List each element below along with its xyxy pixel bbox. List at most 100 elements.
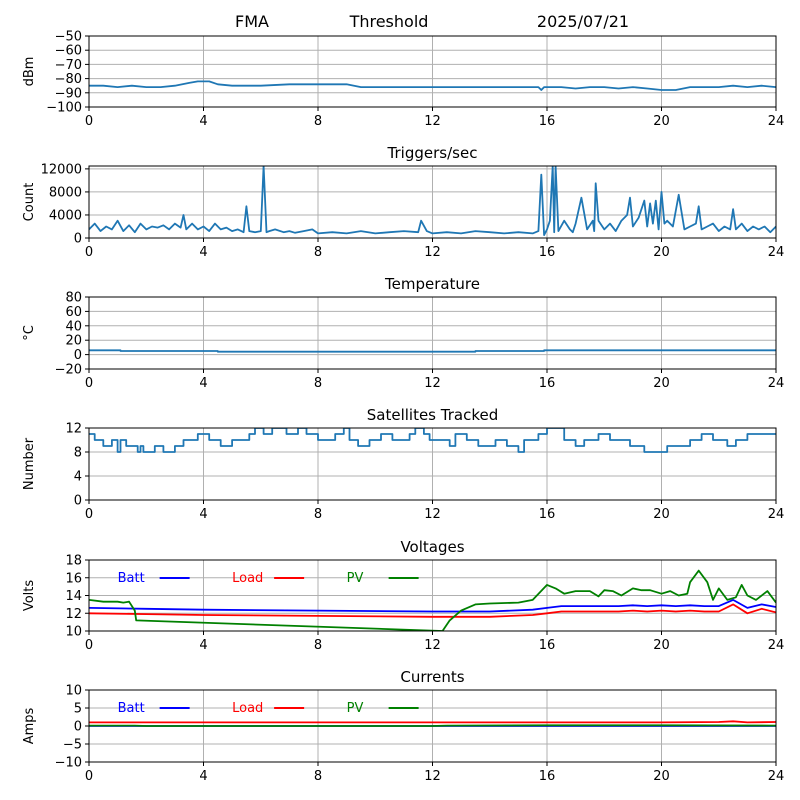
panel-title: Triggers/sec (387, 144, 478, 162)
x-tick-label: 20 (653, 769, 670, 784)
x-tick-label: 4 (199, 638, 207, 653)
y-axis-label: Count (22, 183, 37, 222)
series-line-pv (89, 569, 776, 631)
x-tick-label: 12 (424, 507, 441, 522)
y-axis-label: °C (22, 325, 37, 341)
y-tick-label: 80 (65, 291, 82, 306)
y-tick-label: −70 (55, 58, 82, 73)
chart-panel-3: 0 4 8 12 16 20 24 0 4 8 12 Satellites Tracked Number (22, 406, 784, 522)
y-tick-label: 40 (65, 319, 82, 334)
y-tick-label: 12000 (41, 162, 82, 177)
chart-panel-4: 0 4 8 12 16 20 24 10 12 14 16 18 Voltages Volts Batt Lo… (22, 538, 784, 653)
y-tick-label: 10 (65, 684, 82, 699)
y-axis-label: Amps (22, 707, 37, 744)
y-tick-label: 0 (74, 348, 82, 363)
x-tick-label: 20 (653, 638, 670, 653)
legend-label-load: Load (232, 571, 263, 586)
y-tick-label: 14 (65, 589, 82, 604)
x-tick-label: 24 (768, 769, 785, 784)
x-tick-label: 24 (768, 245, 785, 260)
panel-title: Temperature (384, 275, 480, 293)
x-tick-label: 20 (653, 376, 670, 391)
x-tick-label: 4 (199, 114, 207, 129)
x-tick-label: 16 (539, 376, 556, 391)
x-tick-label: 8 (314, 507, 322, 522)
series-line-0 (89, 428, 776, 453)
panel-title: Currents (400, 668, 464, 686)
y-tick-label: −20 (55, 363, 82, 378)
y-tick-label: 18 (65, 554, 82, 569)
y-tick-label: 4 (74, 470, 82, 485)
x-tick-label: 12 (424, 114, 441, 129)
x-tick-label: 8 (314, 376, 322, 391)
x-tick-label: 20 (653, 507, 670, 522)
x-tick-label: 16 (539, 769, 556, 784)
series-line-0 (89, 166, 776, 237)
y-tick-label: 0 (74, 232, 82, 247)
x-tick-label: 0 (85, 638, 93, 653)
series-line-0 (89, 349, 776, 353)
x-tick-label: 12 (424, 769, 441, 784)
y-tick-label: −100 (46, 101, 82, 116)
y-tick-label: −50 (55, 30, 82, 45)
x-tick-label: 20 (653, 245, 670, 260)
y-axis-label: Volts (22, 580, 37, 612)
y-tick-label: −60 (55, 44, 82, 59)
x-tick-label: 16 (539, 638, 556, 653)
y-tick-label: 12 (65, 607, 82, 622)
legend-label-batt: Batt (118, 571, 145, 586)
panel-title: Satellites Tracked (367, 406, 498, 424)
y-tick-label: 8 (74, 446, 82, 461)
series-line-0 (89, 80, 776, 91)
x-tick-label: 8 (314, 114, 322, 129)
y-tick-label: 12 (65, 422, 82, 437)
y-tick-label: 20 (65, 334, 82, 349)
y-tick-label: 16 (65, 571, 82, 586)
y-tick-label: 0 (74, 494, 82, 509)
x-tick-label: 12 (424, 245, 441, 260)
x-tick-label: 0 (85, 507, 93, 522)
x-tick-label: 4 (199, 245, 207, 260)
header-date: 2025/07/21 (537, 12, 629, 31)
series-line-load (89, 720, 776, 724)
series-line-load (89, 603, 776, 618)
chart-panel-5: 0 4 8 12 16 20 24 −10 −5 0 5 10 Currents Amps Batt Load… (22, 668, 784, 784)
x-tick-label: 16 (539, 507, 556, 522)
x-tick-label: 12 (424, 638, 441, 653)
y-axis-label: Number (22, 437, 37, 490)
series-line-batt (89, 599, 776, 613)
y-tick-label: 4000 (49, 208, 82, 223)
y-tick-label: 60 (65, 305, 82, 320)
x-tick-label: 4 (199, 769, 207, 784)
panel-title: Voltages (400, 538, 464, 556)
y-tick-label: −10 (55, 756, 82, 771)
y-tick-label: −90 (55, 86, 82, 101)
header-station: FMA (235, 12, 269, 31)
x-tick-label: 24 (768, 376, 785, 391)
y-tick-label: 10 (65, 625, 82, 640)
chart-panel-1: 0 4 8 12 16 20 24 0 4000 8000 12000 Triggers/sec Cou… (22, 144, 784, 260)
y-axis-label: dBm (22, 57, 37, 87)
chart-panel-0: 0 4 8 12 16 20 24 −100−90−80−70−60−50 dBm (22, 30, 784, 130)
x-tick-label: 8 (314, 638, 322, 653)
legend-label-batt: Batt (118, 701, 145, 716)
y-tick-label: −5 (63, 738, 82, 753)
x-tick-label: 8 (314, 245, 322, 260)
x-tick-label: 12 (424, 376, 441, 391)
x-tick-label: 0 (85, 245, 93, 260)
legend-label-load: Load (232, 701, 263, 716)
series-line-pv (89, 724, 776, 727)
x-tick-label: 20 (653, 114, 670, 129)
x-tick-label: 4 (199, 376, 207, 391)
legend-label-pv: PV (347, 701, 364, 716)
x-tick-label: 0 (85, 769, 93, 784)
header-mode: Threshold (349, 12, 429, 31)
x-tick-label: 16 (539, 114, 556, 129)
x-tick-label: 0 (85, 114, 93, 129)
y-tick-label: 5 (74, 702, 82, 717)
x-tick-label: 8 (314, 769, 322, 784)
x-tick-label: 0 (85, 376, 93, 391)
